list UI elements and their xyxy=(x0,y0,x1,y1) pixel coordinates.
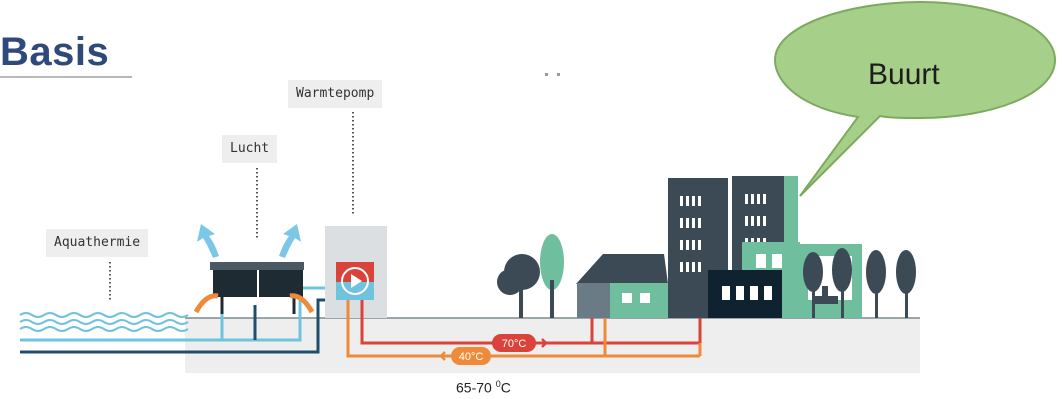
hot-pipe-tag xyxy=(492,334,548,352)
label-lucht: Lucht xyxy=(222,135,278,163)
page-title: Basis xyxy=(0,30,110,74)
air-unit xyxy=(193,262,315,314)
ground xyxy=(185,318,920,373)
footnote-degree: 0 xyxy=(495,379,501,389)
label-leaders xyxy=(109,112,354,300)
water-waves xyxy=(19,312,189,332)
title-underline xyxy=(0,76,132,78)
return-pipe-label: 40°C xyxy=(459,351,484,363)
tree-tall-icon xyxy=(540,234,564,318)
footnote-unit: C xyxy=(500,379,511,396)
tree-round-icon xyxy=(497,254,540,318)
hot-pipe-label: 70°C xyxy=(502,338,527,350)
callout-text: Buurt xyxy=(868,58,940,91)
return-pipe-tag xyxy=(439,347,491,365)
small-mark xyxy=(545,73,560,76)
house xyxy=(576,254,668,318)
trees-right-icon xyxy=(803,248,916,318)
label-aquathermie: Aquathermie xyxy=(46,229,149,257)
temperature-footnote: 65-70 0C xyxy=(456,379,511,396)
footnote-range: 65-70 xyxy=(456,379,496,396)
label-warmtepomp: Warmtepomp xyxy=(288,80,383,108)
heat-pump xyxy=(325,226,387,318)
shop-building xyxy=(708,242,800,318)
callout-bubble xyxy=(773,0,1057,197)
air-arrows-icon xyxy=(197,224,301,258)
